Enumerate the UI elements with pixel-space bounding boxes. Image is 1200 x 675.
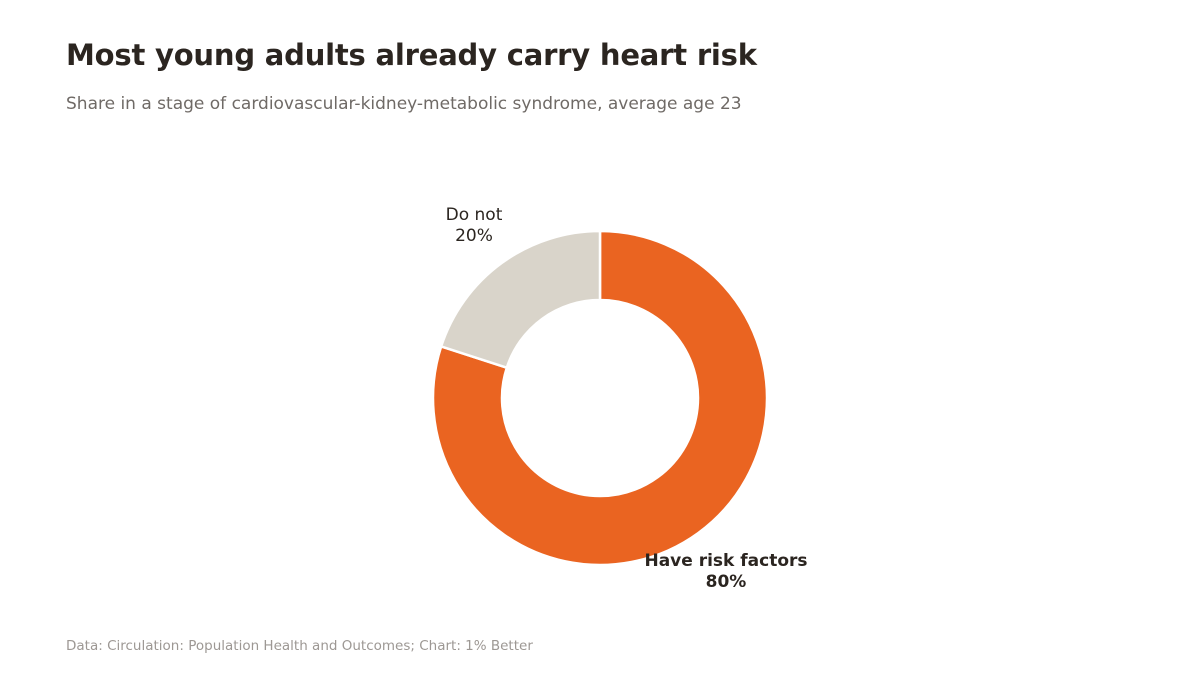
slice-label: Have risk factors [644,551,807,571]
slice-label: Do not [446,205,503,225]
donut-slices [431,229,769,567]
chart-title: Most young adults already carry heart ri… [66,38,757,72]
slice-value-label: 20% [455,226,493,246]
source-note: Data: Circulation: Population Health and… [66,638,533,654]
chart-subtitle: Share in a stage of cardiovascular-kidne… [66,94,742,114]
slice-value-label: 80% [706,572,747,592]
donut-slice-have-risk-factors [431,229,769,567]
donut-slice-do-not [439,229,602,369]
